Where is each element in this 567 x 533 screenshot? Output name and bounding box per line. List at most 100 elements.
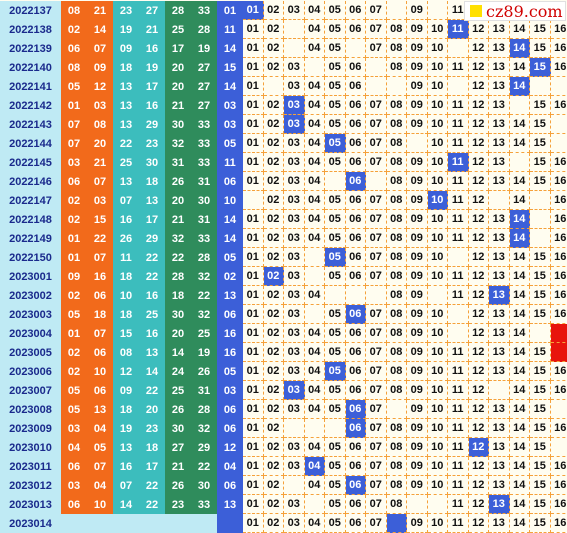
red-ball-3: 09 [113,39,139,58]
distribution-cell: 10 [428,438,449,457]
distribution-cell: 10 [428,305,449,324]
distribution-cell: 01 [243,267,264,286]
distribution-cell: 11 [448,267,469,286]
red-ball-3: 12 [113,362,139,381]
distribution-cell: 15 [530,305,551,324]
distribution-cell: 10 [428,362,449,381]
distribution-cell: 13 [489,514,510,533]
distribution-cell: 09 [407,20,428,39]
red-ball-4: 23 [139,419,165,438]
distribution-cell: 09 [407,1,428,20]
distribution-cell: 07 [366,210,387,229]
red-ball-4: 13 [139,343,165,362]
red-ball-1: 06 [61,495,87,514]
distribution-cell [346,39,367,58]
blue-ball: 11 [217,20,243,39]
issue-number: 2023006 [0,362,61,381]
red-ball-3: 15 [113,324,139,343]
issue-number: 2022147 [0,191,61,210]
distribution-cell: 08 [387,153,408,172]
distribution-cell: 12 [469,343,490,362]
distribution-cell: 01 [243,495,264,514]
distribution-cell: 07 [366,514,387,533]
distribution-cell: 02 [264,381,285,400]
distribution-cell: 08 [387,248,408,267]
distribution-cell: 08 [387,419,408,438]
distribution-cell: 10 [428,20,449,39]
distribution-cell: 07 [366,438,387,457]
distribution-cell: 08 [387,438,408,457]
issue-number: 2022150 [0,248,61,267]
issue-number: 2022149 [0,229,61,248]
distribution-cell [407,495,428,514]
red-ball-4: 16 [139,39,165,58]
distribution-cell: 08 [387,495,408,514]
distribution-cell: 12 [469,229,490,248]
red-ball-6: 29 [191,438,217,457]
distribution-cell [530,229,551,248]
distribution-cell: 02 [264,476,285,495]
distribution-cell: 13 [489,210,510,229]
issue-number: 2023001 [0,267,61,286]
distribution-cell: 10 [428,191,449,210]
distribution-cell [284,419,305,438]
distribution-cell: 09 [407,58,428,77]
distribution-cell: 05 [325,96,346,115]
red-ball-1: 07 [61,134,87,153]
distribution-cell: 01 [243,210,264,229]
distribution-cell: 08 [387,20,408,39]
distribution-cell: 13 [489,267,510,286]
red-ball-4: 17 [139,77,165,96]
distribution-cell: 16 [551,153,567,172]
distribution-cell: 07 [366,419,387,438]
issue-number: 2023009 [0,419,61,438]
distribution-cell [325,419,346,438]
blue-ball: 06 [217,305,243,324]
distribution-cell: 15 [530,419,551,438]
distribution-cell: 16 [551,362,567,381]
distribution-cell: 02 [264,457,285,476]
distribution-cell: 12 [469,153,490,172]
blue-ball: 14 [217,229,243,248]
distribution-cell: 14 [510,134,531,153]
red-ball-6: 30 [191,191,217,210]
distribution-cell: 09 [407,286,428,305]
red-ball-3: 14 [113,495,139,514]
distribution-cell: 11 [448,381,469,400]
site-logo[interactable]: cz89.com [464,1,566,21]
distribution-cell: 15 [530,438,551,457]
red-ball-3: 13 [113,77,139,96]
distribution-cell: 06 [346,229,367,248]
distribution-cell: 02 [264,305,285,324]
distribution-cell: 10 [428,134,449,153]
distribution-cell: 04 [305,1,326,20]
red-ball-4 [139,514,165,533]
distribution-cell: 06 [346,305,367,324]
distribution-cell: 01 [243,153,264,172]
distribution-cell: 02 [264,495,285,514]
distribution-cell: 04 [305,172,326,191]
red-ball-6: 33 [191,229,217,248]
blue-ball: 06 [217,400,243,419]
distribution-cell: 12 [469,438,490,457]
distribution-cell: 09 [407,210,428,229]
red-ball-4: 25 [139,305,165,324]
distribution-cell: 05 [325,476,346,495]
distribution-cell: 08 [387,267,408,286]
distribution-cell: 08 [387,362,408,381]
red-ball-5 [165,514,191,533]
blue-ball: 16 [217,343,243,362]
red-ball-6: 31 [191,210,217,229]
red-ball-3: 13 [113,115,139,134]
distribution-cell: 08 [387,39,408,58]
distribution-cell: 08 [387,115,408,134]
distribution-cell: 14 [510,381,531,400]
red-ball-5: 28 [165,267,191,286]
red-ball-2: 15 [87,210,113,229]
red-ball-3: 13 [113,96,139,115]
distribution-cell: 03 [284,362,305,381]
distribution-cell: 15 [530,400,551,419]
distribution-cell: 09 [407,514,428,533]
distribution-cell: 06 [346,191,367,210]
distribution-cell: 09 [407,39,428,58]
